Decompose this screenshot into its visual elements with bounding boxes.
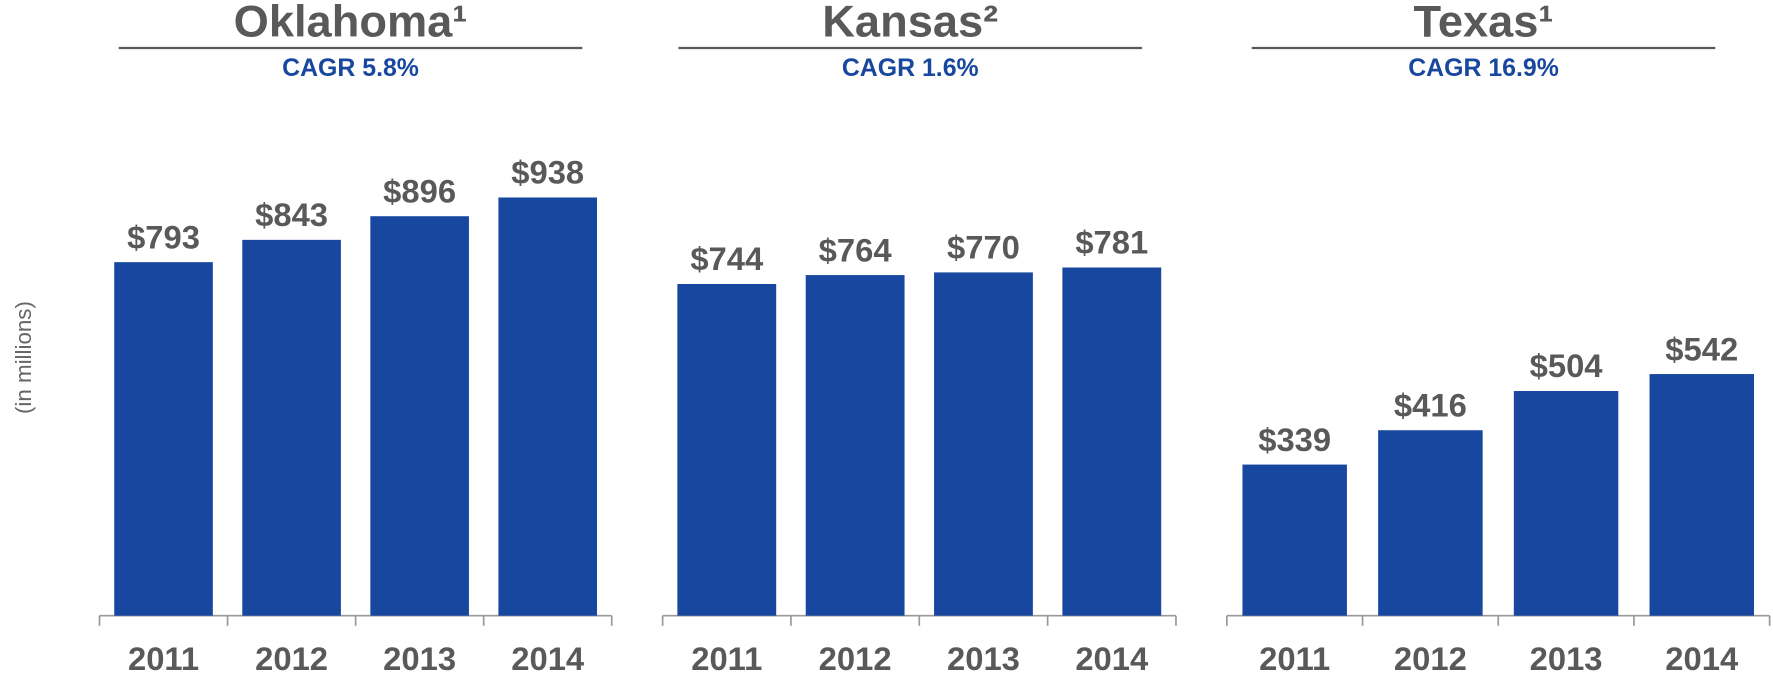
data-label: $896 — [383, 173, 456, 210]
bar — [1513, 391, 1619, 616]
x-tick-label: 2013 — [1530, 640, 1603, 677]
chart-title: Kansas² — [822, 0, 998, 46]
x-tick-label: 2012 — [819, 640, 892, 677]
data-label: $744 — [690, 240, 763, 277]
bar — [242, 239, 341, 616]
bar — [934, 272, 1033, 616]
data-label: $339 — [1258, 421, 1331, 458]
chart-subtitle: CAGR 5.8% — [282, 55, 419, 82]
x-tick-label: 2011 — [691, 640, 762, 677]
data-label: $781 — [1075, 224, 1148, 261]
bar — [1062, 267, 1162, 616]
x-tick-label: 2012 — [255, 640, 328, 677]
data-label: $542 — [1665, 330, 1738, 367]
bar — [677, 283, 777, 616]
data-label: $938 — [511, 154, 584, 191]
chart-title: Texas¹ — [1414, 0, 1554, 46]
x-tick-label: 2014 — [1665, 640, 1738, 677]
data-label: $764 — [819, 231, 892, 268]
x-tick-label: 2014 — [511, 640, 584, 677]
bar — [1649, 374, 1755, 616]
data-label: $770 — [947, 229, 1020, 266]
data-label: $793 — [127, 219, 200, 256]
data-label: $504 — [1530, 347, 1603, 384]
x-tick-label: 2014 — [1075, 640, 1148, 677]
bar — [498, 197, 598, 616]
bar — [1378, 430, 1483, 616]
chart-title: Oklahoma¹ — [234, 0, 468, 46]
bar — [114, 262, 213, 616]
x-tick-label: 2012 — [1394, 640, 1467, 677]
data-label: $416 — [1394, 387, 1467, 424]
data-label: $843 — [255, 196, 328, 233]
bar — [370, 216, 469, 616]
y-axis-label: (in millions) — [11, 301, 36, 414]
x-tick-label: 2011 — [1259, 640, 1330, 677]
x-tick-label: 2011 — [128, 640, 199, 677]
chart-subtitle: CAGR 16.9% — [1408, 55, 1559, 82]
bar — [1242, 464, 1347, 616]
x-tick-label: 2013 — [947, 640, 1020, 677]
bar — [805, 275, 905, 616]
chart-subtitle: CAGR 1.6% — [842, 55, 979, 82]
x-tick-label: 2013 — [383, 640, 456, 677]
